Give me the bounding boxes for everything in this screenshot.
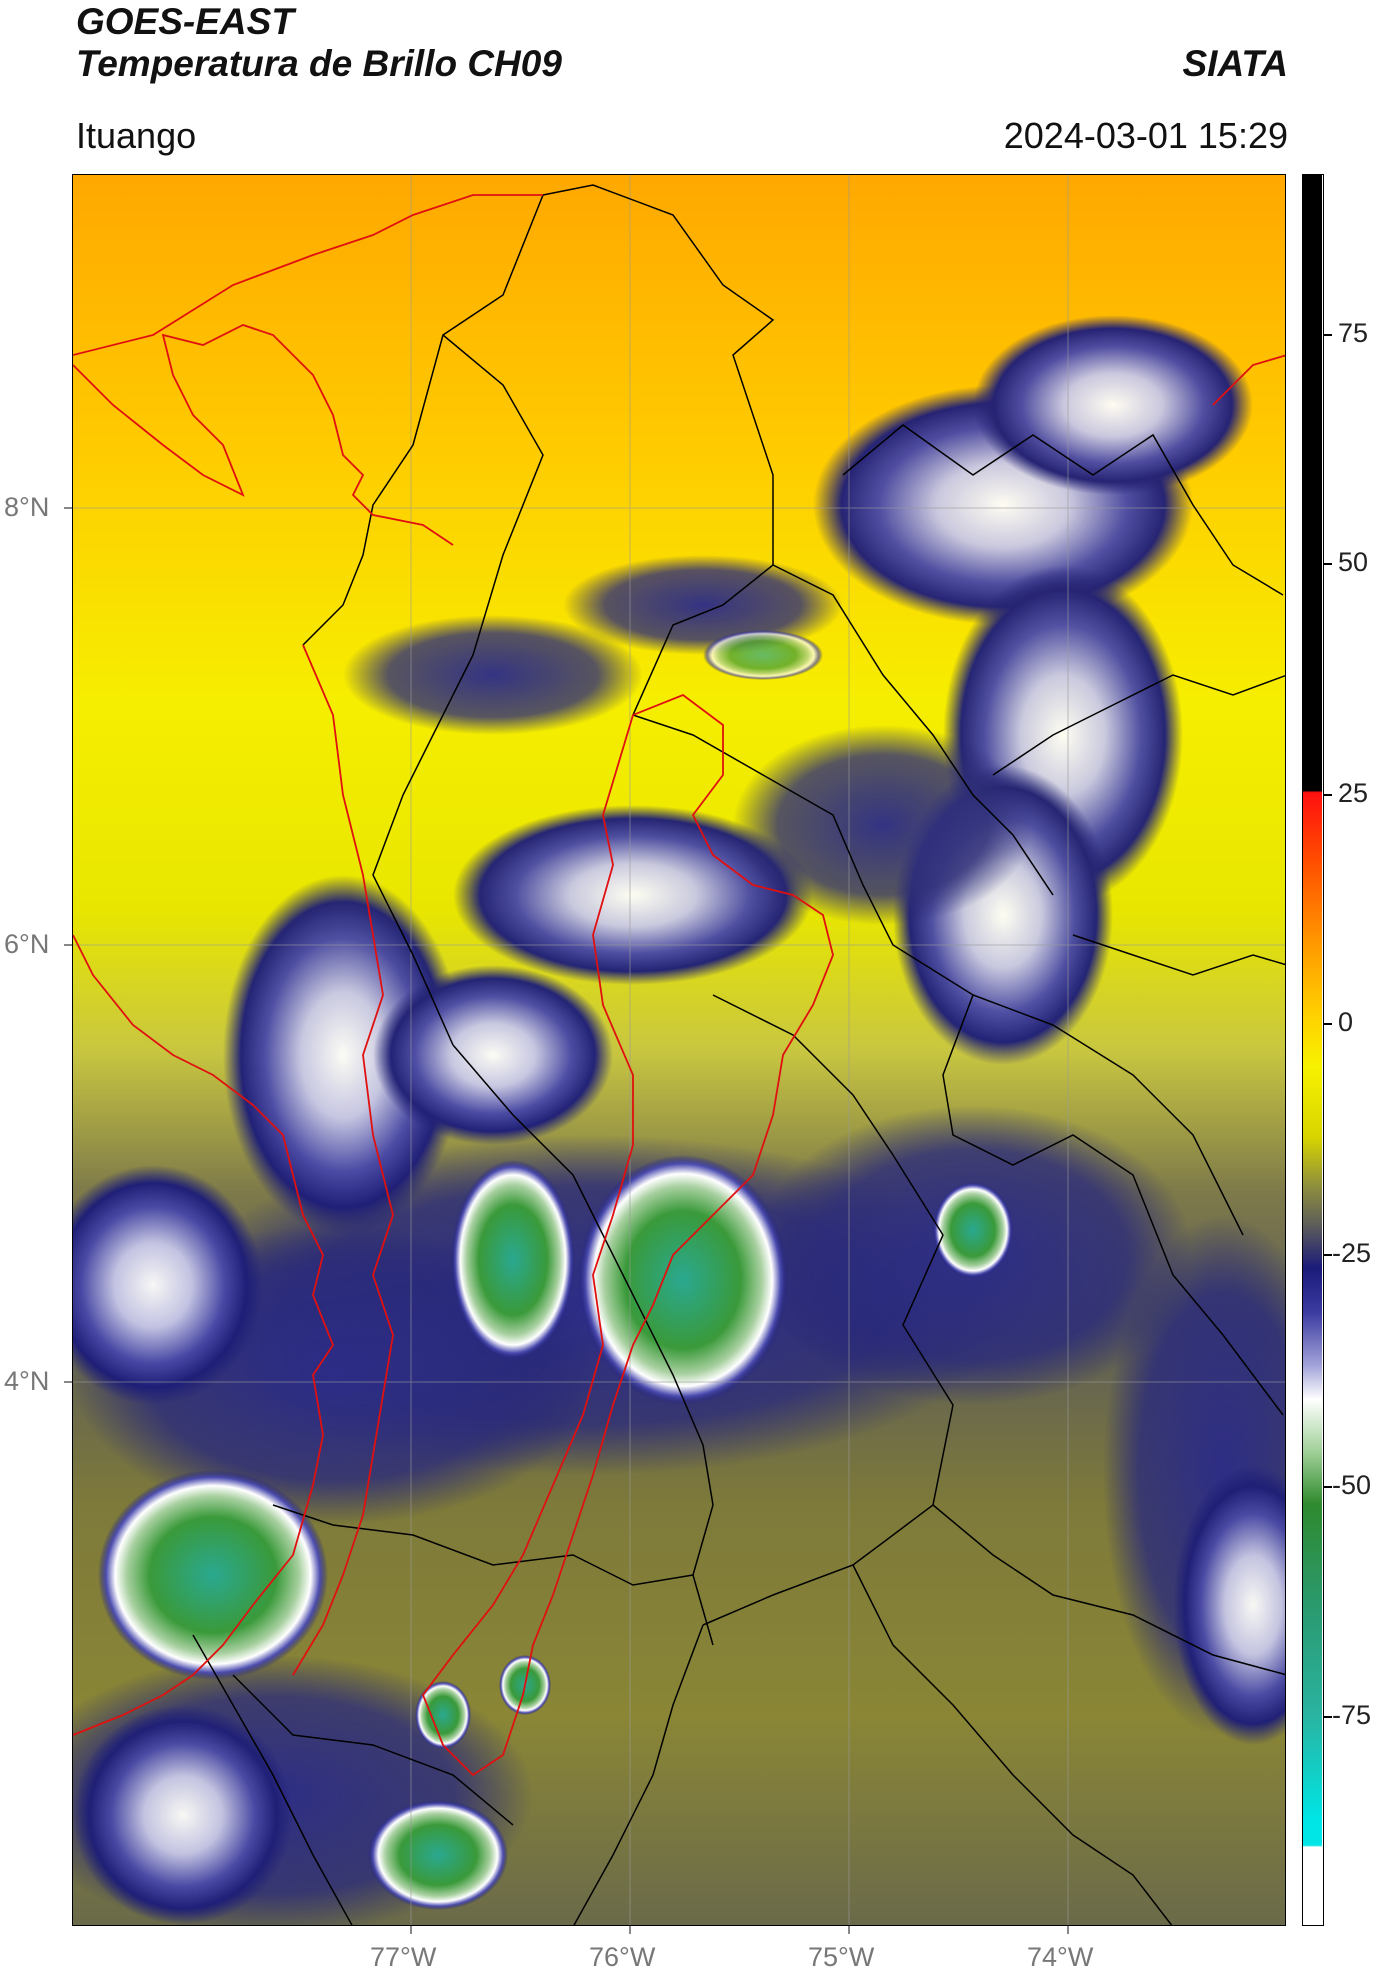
organization-label: SIATA: [1182, 43, 1288, 84]
product-title: Temperatura de Brillo CH09: [76, 43, 562, 84]
map-canvas: [73, 175, 1285, 1925]
lon-tick-74w: [1067, 1926, 1069, 1934]
lon-tick-75w: [848, 1926, 850, 1934]
temperature-colorbar: [1302, 174, 1324, 1926]
cbar-tick-neg25: [1324, 1254, 1332, 1256]
cbar-tick-neg50: [1324, 1486, 1332, 1488]
datetime-label: 2024-03-01 15:29: [1003, 115, 1288, 156]
lon-label-76w: 76°W: [589, 1942, 656, 1972]
lat-label-6n: 6°N: [4, 929, 50, 959]
lat-label-8n: 8°N: [4, 492, 50, 522]
cbar-tick-neg75: [1324, 1716, 1332, 1718]
cbar-tick-75: [1324, 334, 1332, 336]
cbar-label-0: 0: [1338, 1007, 1354, 1037]
lon-label-75w: 75°W: [808, 1942, 875, 1972]
cbar-label-25: 25: [1338, 778, 1369, 808]
cbar-label-75: 75: [1338, 318, 1369, 348]
lon-tick-77w: [410, 1926, 412, 1934]
satellite-title: GOES-EAST: [76, 1, 294, 42]
location-label: Ituango: [76, 115, 197, 156]
cbar-tick-50: [1324, 563, 1332, 565]
lat-tick-4n: [64, 1381, 72, 1383]
lat-tick-6n: [64, 944, 72, 946]
lat-tick-8n: [64, 507, 72, 509]
lon-label-74w: 74°W: [1027, 1942, 1094, 1972]
cbar-label-neg25: -25: [1332, 1238, 1372, 1268]
brightness-temperature-map[interactable]: [72, 174, 1286, 1926]
lat-label-4n: 4°N: [4, 1366, 50, 1396]
gridlines: [73, 175, 1285, 1925]
lon-label-77w: 77°W: [370, 1942, 437, 1972]
cbar-tick-0: [1324, 1023, 1332, 1025]
region-outline: [73, 194, 1285, 1777]
cbar-label-50: 50: [1338, 547, 1369, 577]
cbar-label-neg50: -50: [1332, 1470, 1372, 1500]
lon-tick-76w: [629, 1926, 631, 1934]
cbar-label-neg75: -75: [1332, 1700, 1372, 1730]
colorbar-gradient: [1303, 175, 1322, 1924]
cbar-tick-25: [1324, 794, 1332, 796]
